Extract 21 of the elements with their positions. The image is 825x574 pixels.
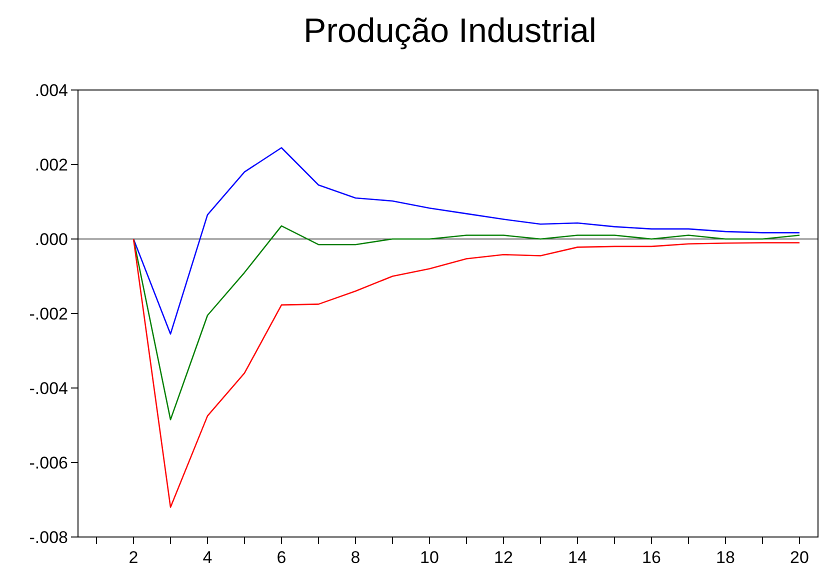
y-tick-label: -.006 bbox=[29, 453, 68, 472]
x-tick-label: 14 bbox=[568, 548, 587, 567]
x-tick-label: 10 bbox=[420, 548, 439, 567]
x-tick-label: 12 bbox=[494, 548, 513, 567]
x-tick-label: 8 bbox=[350, 548, 360, 567]
x-tick-label: 18 bbox=[716, 548, 735, 567]
x-tick-label: 20 bbox=[790, 548, 809, 567]
chart-title: Produção Industrial bbox=[304, 12, 596, 50]
line-series bbox=[132, 225, 800, 420]
y-tick-label: .004 bbox=[34, 80, 68, 100]
x-tick-label: 16 bbox=[642, 548, 661, 567]
line-series bbox=[132, 238, 800, 508]
x-tick-label: 4 bbox=[202, 548, 212, 567]
y-tick-label: -.002 bbox=[29, 304, 68, 324]
x-tick-label: 6 bbox=[276, 548, 286, 567]
y-tick-label: .002 bbox=[34, 155, 68, 174]
x-tick-label: 2 bbox=[128, 548, 138, 567]
y-tick-label: -.004 bbox=[29, 378, 68, 398]
line-series bbox=[132, 147, 800, 335]
y-tick-label: .000 bbox=[34, 230, 68, 249]
y-tick-label: -.008 bbox=[29, 528, 68, 547]
